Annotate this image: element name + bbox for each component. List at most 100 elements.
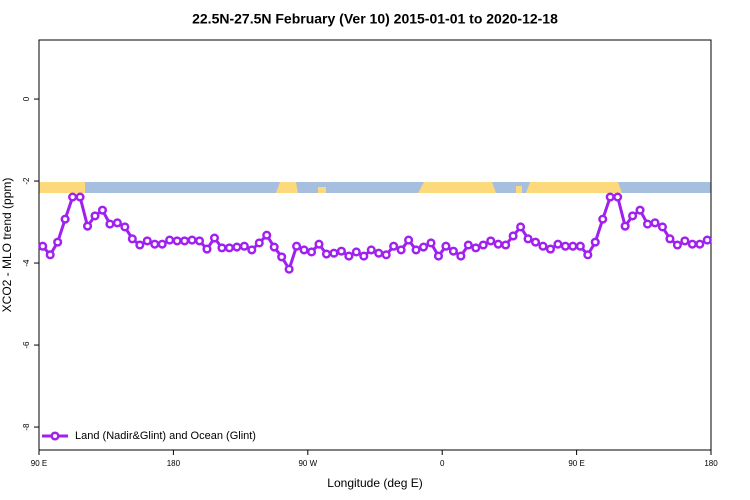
data-point bbox=[180, 236, 190, 246]
data-point bbox=[508, 231, 518, 241]
data-point bbox=[232, 242, 242, 252]
data-point bbox=[486, 236, 496, 246]
y-tick-label: -4 bbox=[22, 259, 31, 267]
data-point bbox=[269, 242, 279, 252]
data-point bbox=[657, 222, 668, 232]
data-point bbox=[478, 240, 488, 250]
data-point bbox=[620, 221, 630, 231]
data-point bbox=[105, 219, 115, 229]
data-point bbox=[523, 234, 533, 244]
data-point bbox=[187, 235, 197, 245]
data-point bbox=[516, 222, 526, 232]
data-point bbox=[642, 219, 653, 229]
data-point bbox=[60, 214, 70, 224]
data-point bbox=[292, 241, 302, 251]
y-tick-label: -6 bbox=[22, 341, 31, 349]
data-point bbox=[202, 244, 212, 254]
y-tick-label: -8 bbox=[22, 423, 31, 431]
data-point bbox=[590, 237, 600, 247]
data-point bbox=[165, 235, 175, 245]
x-tick-label: 0 bbox=[440, 459, 445, 468]
data-point bbox=[359, 251, 369, 261]
x-tick-label: 90 E bbox=[568, 459, 584, 468]
data-point bbox=[194, 236, 205, 246]
data-point bbox=[389, 241, 399, 251]
data-point bbox=[209, 233, 220, 243]
data-point bbox=[575, 241, 585, 251]
data-point bbox=[82, 221, 93, 231]
data-point bbox=[217, 243, 227, 253]
data-point bbox=[568, 241, 578, 251]
legend-label: Land (Nadir&Glint) and Ocean (Glint) bbox=[75, 430, 256, 442]
data-point bbox=[463, 240, 473, 250]
data-point bbox=[433, 251, 444, 261]
data-point bbox=[545, 244, 556, 254]
data-point bbox=[635, 205, 645, 215]
x-tick-label: 90 E bbox=[31, 459, 47, 468]
data-point bbox=[538, 241, 548, 251]
data-point bbox=[366, 245, 376, 255]
data-point bbox=[396, 245, 406, 255]
data-point bbox=[38, 241, 48, 251]
data-point bbox=[127, 234, 137, 244]
data-point bbox=[112, 218, 122, 228]
data-point bbox=[448, 246, 458, 256]
data-point bbox=[172, 236, 182, 246]
data-point bbox=[374, 248, 384, 258]
data-point bbox=[299, 245, 309, 255]
data-point bbox=[262, 230, 272, 240]
data-point bbox=[628, 211, 638, 221]
data-point bbox=[254, 238, 264, 248]
legend-marker bbox=[50, 431, 60, 441]
data-point bbox=[120, 222, 130, 232]
data-point bbox=[321, 249, 332, 259]
data-point bbox=[344, 251, 354, 261]
data-point bbox=[426, 238, 436, 248]
data-point bbox=[583, 250, 593, 260]
data-point bbox=[224, 243, 234, 253]
chart-title: 22.5N-27.5N February (Ver 10) 2015-01-01… bbox=[192, 11, 558, 27]
land-ocean-strip bbox=[39, 182, 711, 193]
data-point bbox=[553, 239, 563, 249]
data-point bbox=[90, 211, 100, 221]
data-point bbox=[157, 239, 167, 249]
data-point bbox=[530, 237, 541, 247]
data-point bbox=[695, 239, 705, 249]
data-point bbox=[687, 239, 697, 249]
data-point bbox=[650, 218, 660, 228]
data-point bbox=[560, 241, 570, 251]
data-point bbox=[329, 248, 339, 258]
data-point bbox=[135, 240, 145, 250]
data-point bbox=[336, 246, 346, 256]
data-point bbox=[598, 214, 608, 224]
data-point bbox=[418, 242, 429, 252]
x-tick-label: 90 W bbox=[298, 459, 317, 468]
data-point bbox=[75, 192, 85, 202]
data-point bbox=[53, 237, 63, 247]
data-point bbox=[613, 192, 623, 202]
x-tick-label: 180 bbox=[704, 459, 718, 468]
data-point bbox=[411, 245, 421, 255]
x-axis-label: Longitude (deg E) bbox=[327, 476, 422, 490]
data-point bbox=[441, 241, 451, 251]
data-point bbox=[239, 241, 249, 251]
data-point bbox=[97, 205, 108, 215]
y-axis-label: XCO2 - MLO trend (ppm) bbox=[0, 178, 14, 313]
data-point bbox=[142, 236, 152, 246]
y-tick-label: 0 bbox=[22, 96, 31, 101]
data-point bbox=[605, 192, 615, 202]
data-point bbox=[404, 235, 414, 245]
data-point bbox=[284, 264, 294, 274]
y-tick-label: -2 bbox=[22, 177, 31, 185]
data-point bbox=[665, 234, 675, 244]
x-tick-label: 180 bbox=[167, 459, 181, 468]
data-point bbox=[247, 245, 257, 255]
data-point bbox=[471, 243, 481, 253]
data-point bbox=[672, 240, 682, 250]
data-point bbox=[493, 239, 503, 249]
data-point bbox=[381, 250, 391, 260]
data-point bbox=[351, 247, 361, 257]
data-point bbox=[277, 252, 287, 262]
data-point bbox=[680, 236, 690, 246]
